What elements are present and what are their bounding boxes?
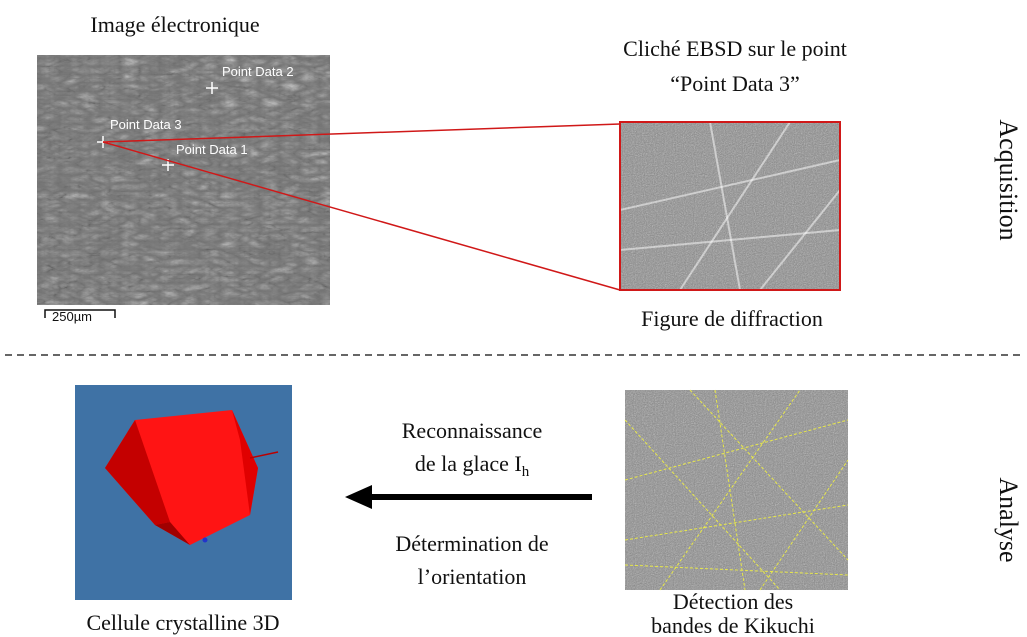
point-label: Point Data 1 — [176, 142, 248, 157]
arrow-label: Détermination de — [395, 531, 548, 556]
pattern-title: Cliché EBSD sur le point — [623, 36, 847, 61]
crystal-caption: Cellule crystalline 3D — [86, 610, 279, 635]
diffraction-pattern — [619, 121, 841, 291]
sem-image — [37, 55, 330, 328]
image-title: Image électronique — [90, 12, 259, 37]
arrow-label: de la glace Ih — [415, 451, 530, 480]
arrow-label-text: de la glace I — [415, 451, 522, 476]
pattern-title: “Point Data 3” — [670, 71, 800, 96]
subscript: h — [522, 464, 530, 480]
arrow-label: Reconnaissance — [402, 418, 543, 443]
zoom-lines — [102, 123, 621, 291]
section-label: Acquisition — [994, 119, 1023, 240]
kikuchi-caption: bandes de Kikuchi — [651, 613, 815, 637]
scale-bar: 250µm — [52, 309, 92, 324]
pattern-caption: Figure de diffraction — [641, 306, 823, 331]
kikuchi-pattern — [624, 389, 849, 591]
section-label: Analyse — [994, 477, 1023, 562]
point-label: Point Data 3 — [110, 117, 182, 132]
arrow-label: l’orientation — [418, 564, 527, 589]
arrow — [345, 485, 592, 509]
kikuchi-caption: Détection des — [673, 589, 793, 614]
point-label: Point Data 2 — [222, 64, 294, 79]
crystal-cell — [75, 385, 292, 600]
